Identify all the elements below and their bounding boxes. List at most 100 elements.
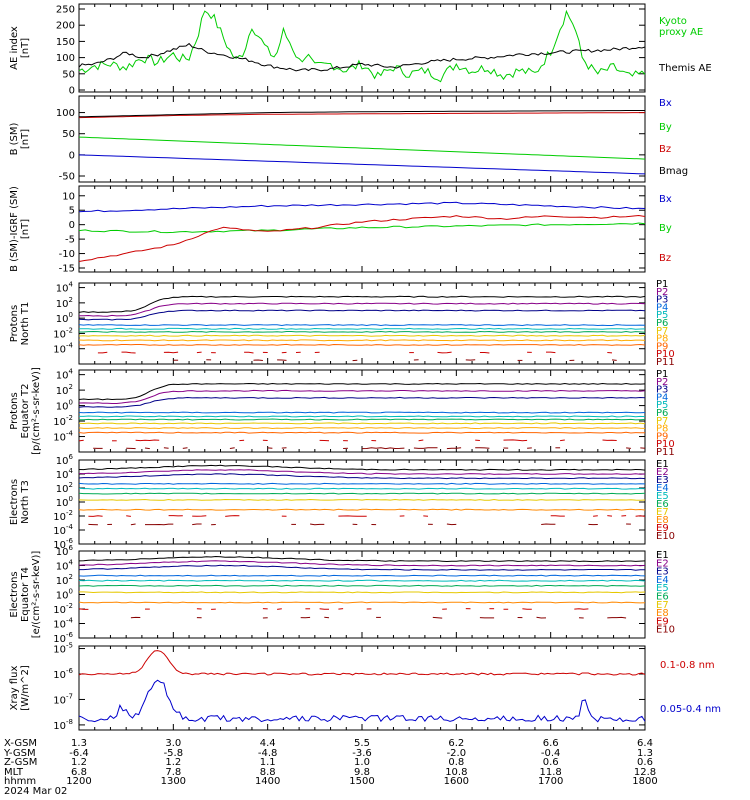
legend-entry: P6 [656, 408, 668, 419]
y-tick-label: 100 [56, 495, 73, 509]
series-p10 [503, 439, 528, 442]
legend-entry: P8 [656, 334, 668, 345]
series-e9 [277, 608, 282, 610]
y-axis-label: AE index [9, 26, 20, 70]
x-axis-value: 11.8 [540, 767, 562, 778]
panel-protons_t2 [78, 369, 646, 453]
legend-entry: E5 [656, 491, 669, 502]
series-e10 [130, 523, 136, 526]
y-tick-label: 102 [56, 481, 73, 495]
x-axis-value: 4.4 [260, 738, 276, 749]
series-p6 [79, 330, 646, 333]
x-axis-value: -2.0 [447, 748, 467, 759]
y-tick-label: 104 [56, 368, 74, 382]
series-p5 [78, 327, 646, 330]
series-e7 [78, 498, 646, 501]
x-axis-value: 1600 [444, 776, 469, 787]
series-e10 [324, 616, 330, 619]
panel-frame [78, 369, 646, 453]
legend-entry: P11 [656, 357, 675, 368]
series-p10 [437, 351, 452, 354]
y-tick-label: 106 [56, 544, 74, 558]
legend-entry: E10 [656, 625, 675, 636]
y-tick-label: -50 [59, 172, 75, 183]
y-tick-label: 0 [69, 150, 75, 161]
legend-entry: E6 [656, 499, 669, 510]
x-axis-value: 1400 [255, 776, 280, 787]
y-tick-label: 0 [69, 86, 75, 97]
series-e10 [145, 523, 174, 526]
legend-entry: E1 [656, 550, 669, 561]
series-e8 [78, 508, 646, 511]
x-axis-row-label: Y-GSM [3, 748, 36, 759]
x-axis-value: 1.1 [260, 757, 276, 768]
legend-entry: P3 [656, 385, 668, 396]
x-axis-row-label: 2024 Mar 02 [4, 786, 67, 797]
series-p8 [78, 427, 646, 430]
series-e1 [78, 464, 646, 471]
panel-frame [78, 459, 646, 545]
legend-entry: E7 [656, 600, 669, 611]
y-tick-label: 10-4 [53, 342, 73, 356]
y-tick-label: 10 [62, 191, 75, 202]
legend-entry: E3 [656, 475, 669, 486]
series-p10 [121, 351, 136, 354]
legend-entry: Bx [659, 98, 672, 109]
legend-entry: Bmag [659, 166, 688, 177]
x-axis-row-label: Z-GSM [4, 757, 37, 768]
series-e9 [319, 608, 329, 610]
y-tick-label: 5 [69, 206, 75, 217]
x-axis-value: 5.5 [354, 738, 370, 749]
legend-entry: proxy AE [659, 27, 703, 38]
series-p11 [277, 359, 287, 361]
series-e10 [432, 616, 443, 619]
legend-entry: E9 [656, 523, 669, 534]
y-axis-label: Xray flux [9, 666, 20, 711]
series-p4 [78, 324, 646, 327]
y-tick-label: 10-7 [53, 692, 73, 706]
series-p11 [446, 447, 462, 450]
series-p11 [144, 447, 150, 450]
series-p10 [560, 439, 565, 442]
series-e6 [78, 584, 646, 587]
series-e7 [79, 591, 646, 594]
series-e9 [225, 515, 240, 517]
series-kyoto-proxy-ae [78, 9, 646, 83]
legend-entry: Bz [659, 144, 671, 155]
y-tick-label: 250 [56, 5, 75, 16]
panel-electrons_t3 [78, 459, 646, 545]
legend-entry: P1 [656, 279, 668, 290]
x-axis-value: 12.8 [634, 767, 656, 778]
x-axis-value: -3.6 [352, 748, 372, 759]
legend-entry: E1 [656, 459, 669, 470]
series-e9 [78, 608, 89, 610]
x-axis-value: 1.3 [637, 748, 653, 759]
series-e10 [310, 523, 325, 526]
y-tick-label: 200 [56, 21, 75, 32]
series-xray-short [78, 679, 646, 723]
y-axis-label: [W/m^2] [20, 665, 31, 711]
series-p11 [229, 447, 235, 449]
x-axis-value: 0.6 [543, 757, 559, 768]
series-e9 [593, 515, 598, 517]
series-e10 [192, 523, 202, 526]
series-bz [78, 112, 645, 119]
series-e10 [607, 616, 627, 619]
panel-frame [78, 185, 646, 273]
series-p8 [78, 339, 646, 342]
panel-xray [78, 645, 646, 731]
x-axis-value: 6.6 [543, 738, 559, 749]
legend-entry: E5 [656, 583, 669, 594]
legend-entry: E7 [656, 507, 669, 518]
panel-ae [78, 3, 646, 93]
y-axis-label: Electrons [9, 571, 20, 617]
legend-entry: By [659, 122, 672, 133]
y-axis-label: North T3 [20, 480, 31, 524]
x-axis-value: 0.8 [448, 757, 464, 768]
legend-entry: P10 [656, 349, 675, 360]
series-p10 [244, 351, 254, 354]
series-e5 [78, 579, 646, 582]
series-themis-ae [78, 42, 646, 72]
y-tick-label: -15 [59, 264, 75, 275]
